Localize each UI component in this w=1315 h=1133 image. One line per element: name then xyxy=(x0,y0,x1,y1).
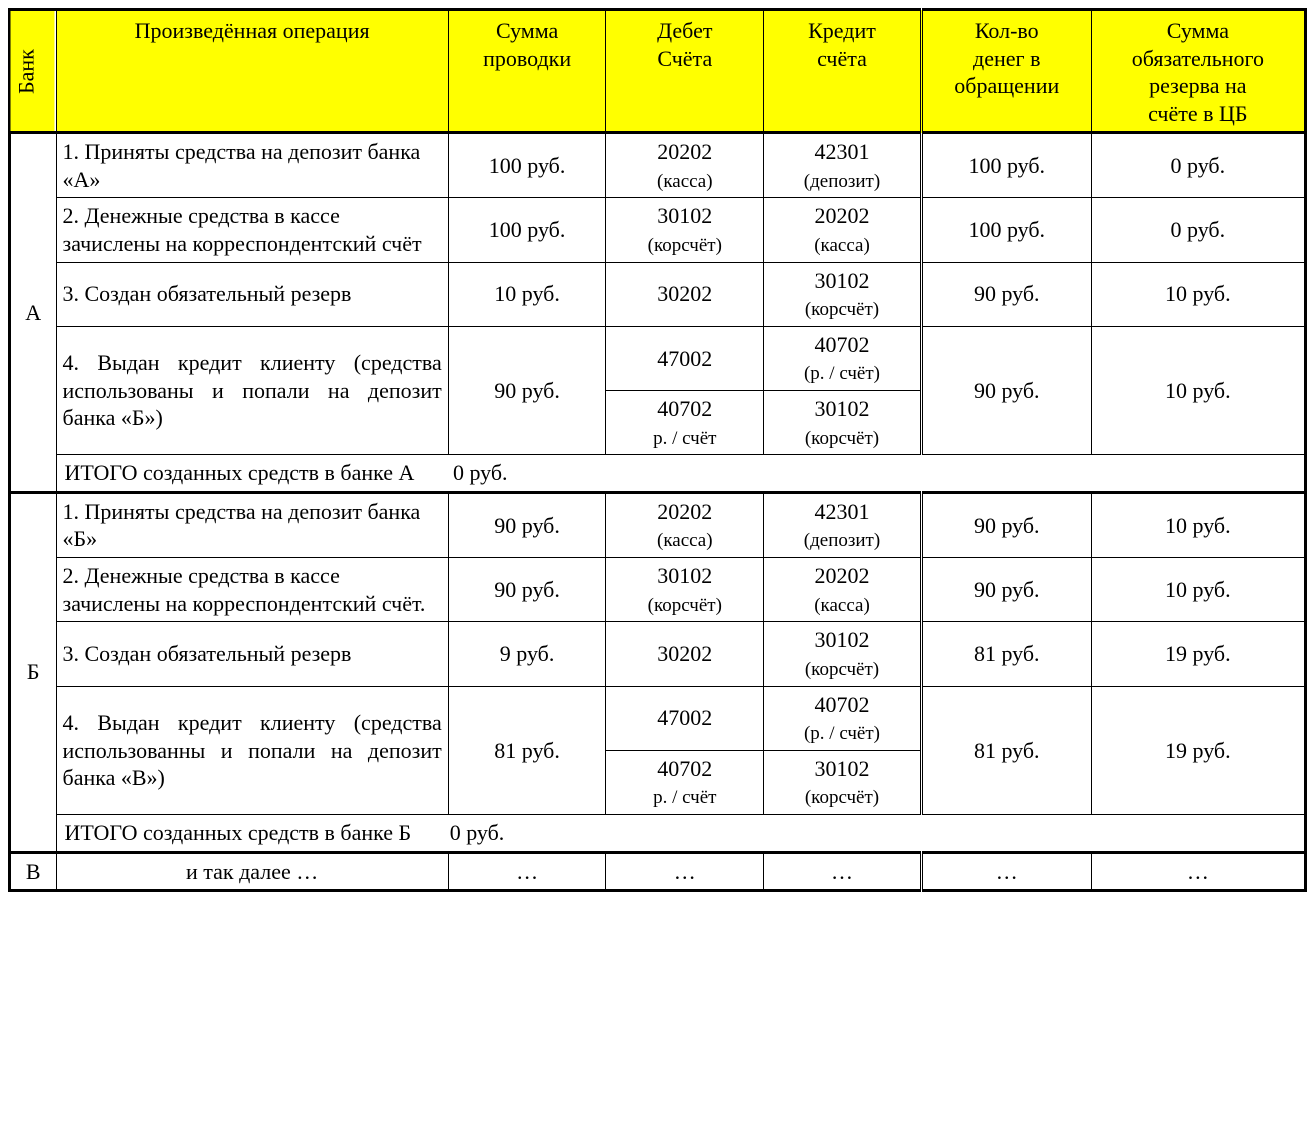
circulation-cell: 81 руб. xyxy=(921,622,1091,686)
circulation-cell: 81 руб. xyxy=(921,686,1091,815)
amount-cell: 90 руб. xyxy=(448,492,606,557)
operation-cell: 1. Приняты средства на депозит банка «Б» xyxy=(56,492,448,557)
credit-cell: 30102(корсчёт) xyxy=(764,622,922,686)
operation-cell: 2. Денежные средства в кассе зачислены н… xyxy=(56,198,448,262)
operation-cell: 3. Создан обязательный резерв xyxy=(56,262,448,326)
total-row: ИТОГО созданных средств в банке Б 0 руб. xyxy=(10,815,1306,853)
amount-cell: 10 руб. xyxy=(448,262,606,326)
table-row: Б 1. Приняты средства на депозит банка «… xyxy=(10,492,1306,557)
amount-cell: 100 руб. xyxy=(448,198,606,262)
credit-cell: 30102(корсчёт) xyxy=(764,262,922,326)
credit-cell: 42301(депозит) xyxy=(764,492,922,557)
reserve-cell: … xyxy=(1091,852,1305,891)
col-amount: Сумма проводки xyxy=(448,10,606,133)
credit-cell: 40702(р. / счёт) xyxy=(764,326,922,390)
table-row: А 1. Приняты средства на депозит банка «… xyxy=(10,133,1306,198)
debit-cell: 30202 xyxy=(606,262,764,326)
credit-cell: 20202(касса) xyxy=(764,198,922,262)
debit-cell: 30102(корсчёт) xyxy=(606,198,764,262)
col-debit: Дебет Счёта xyxy=(606,10,764,133)
credit-cell: 20202(касса) xyxy=(764,558,922,622)
col-credit: Кредит счёта xyxy=(764,10,922,133)
bank-label: А xyxy=(10,133,57,493)
amount-cell: 100 руб. xyxy=(448,133,606,198)
operation-cell: и так далее … xyxy=(56,852,448,891)
reserve-cell: 10 руб. xyxy=(1091,492,1305,557)
credit-cell: … xyxy=(764,852,922,891)
table-row: 2. Денежные средства в кассе зачислены н… xyxy=(10,198,1306,262)
header-row: Банк Произведённая операция Сумма провод… xyxy=(10,10,1306,133)
operation-cell: 4. Выдан кредит клиенту (средства исполь… xyxy=(56,686,448,815)
table-row: 4. Выдан кредит клиенту (средства исполь… xyxy=(10,686,1306,750)
col-bank: Банк xyxy=(10,10,57,133)
reserve-cell: 19 руб. xyxy=(1091,622,1305,686)
accounting-table: Банк Произведённая операция Сумма провод… xyxy=(8,8,1307,892)
credit-cell: 30102(корсчёт) xyxy=(764,750,922,814)
debit-cell: … xyxy=(606,852,764,891)
debit-cell: 30202 xyxy=(606,622,764,686)
credit-cell: 30102(корсчёт) xyxy=(764,391,922,455)
circulation-cell: 90 руб. xyxy=(921,262,1091,326)
debit-cell: 40702р. / счёт xyxy=(606,750,764,814)
reserve-cell: 0 руб. xyxy=(1091,198,1305,262)
col-operation: Произведённая операция xyxy=(56,10,448,133)
circulation-cell: 100 руб. xyxy=(921,198,1091,262)
circulation-cell: 90 руб. xyxy=(921,492,1091,557)
debit-cell: 47002 xyxy=(606,326,764,390)
amount-cell: 90 руб. xyxy=(448,326,606,455)
total-cell: ИТОГО созданных средств в банке А 0 руб. xyxy=(56,455,1306,493)
table-row: 3. Создан обязательный резерв 9 руб. 302… xyxy=(10,622,1306,686)
bank-label: Б xyxy=(10,492,57,852)
reserve-cell: 0 руб. xyxy=(1091,133,1305,198)
debit-cell: 20202(касса) xyxy=(606,133,764,198)
amount-cell: 9 руб. xyxy=(448,622,606,686)
bank-label: В xyxy=(10,852,57,891)
reserve-cell: 10 руб. xyxy=(1091,326,1305,455)
operation-cell: 1. Приняты средства на депозит банка «А» xyxy=(56,133,448,198)
table-row: 3. Создан обязательный резерв 10 руб. 30… xyxy=(10,262,1306,326)
debit-cell: 47002 xyxy=(606,686,764,750)
operation-cell: 3. Создан обязательный резерв xyxy=(56,622,448,686)
circulation-cell: 90 руб. xyxy=(921,326,1091,455)
operation-cell: 2. Денежные средства в кассе зачислены н… xyxy=(56,558,448,622)
total-row: ИТОГО созданных средств в банке А 0 руб. xyxy=(10,455,1306,493)
credit-cell: 40702(р. / счёт) xyxy=(764,686,922,750)
circulation-cell: 100 руб. xyxy=(921,133,1091,198)
reserve-cell: 10 руб. xyxy=(1091,558,1305,622)
debit-cell: 30102(корсчёт) xyxy=(606,558,764,622)
col-reserve: Сумма обязательного резерва на счёте в Ц… xyxy=(1091,10,1305,133)
credit-cell: 42301(депозит) xyxy=(764,133,922,198)
amount-cell: 81 руб. xyxy=(448,686,606,815)
table-row: 2. Денежные средства в кассе зачислены н… xyxy=(10,558,1306,622)
table-row: В и так далее … … … … … … xyxy=(10,852,1306,891)
amount-cell: … xyxy=(448,852,606,891)
col-circulation: Кол-во денег в обращении xyxy=(921,10,1091,133)
operation-cell: 4. Выдан кредит клиенту (средства исполь… xyxy=(56,326,448,455)
circulation-cell: … xyxy=(921,852,1091,891)
table-row: 4. Выдан кредит клиенту (средства исполь… xyxy=(10,326,1306,390)
reserve-cell: 10 руб. xyxy=(1091,262,1305,326)
circulation-cell: 90 руб. xyxy=(921,558,1091,622)
reserve-cell: 19 руб. xyxy=(1091,686,1305,815)
amount-cell: 90 руб. xyxy=(448,558,606,622)
debit-cell: 40702р. / счёт xyxy=(606,391,764,455)
debit-cell: 20202(касса) xyxy=(606,492,764,557)
total-cell: ИТОГО созданных средств в банке Б 0 руб. xyxy=(56,815,1306,853)
